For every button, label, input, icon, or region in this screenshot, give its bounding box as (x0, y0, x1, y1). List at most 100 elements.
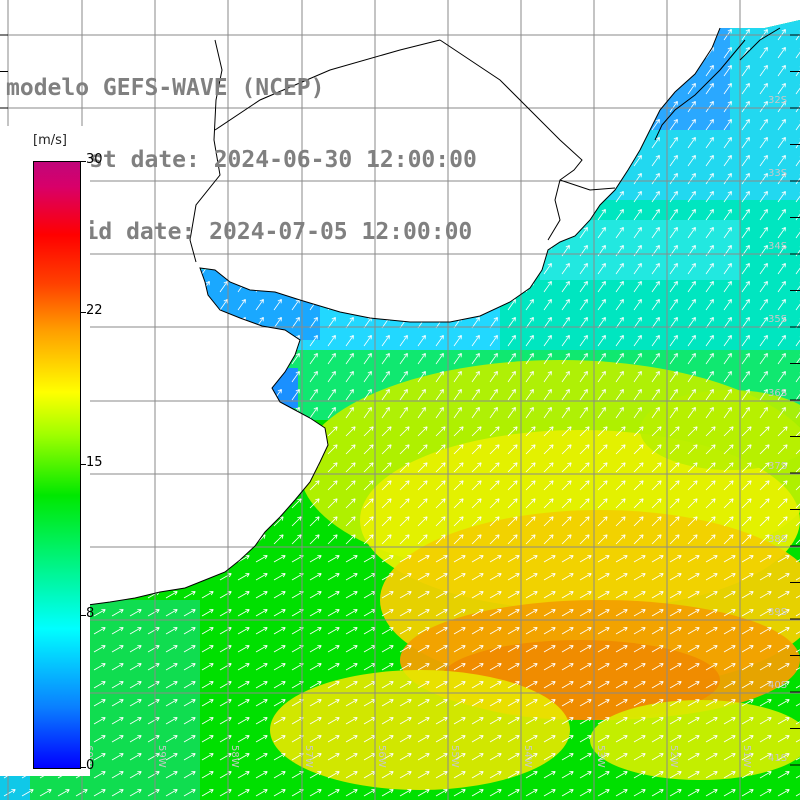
wind-arrow (507, 371, 516, 383)
wind-arrow (651, 317, 660, 329)
wind-arrow (93, 789, 106, 797)
lon-label: 55W (449, 745, 460, 768)
lon-label: 58W (229, 745, 240, 768)
wind-arrow (147, 645, 160, 653)
wind-arrow (741, 407, 750, 419)
wind-arrow (417, 353, 426, 365)
wind-arrow (723, 534, 734, 545)
wind-arrow (489, 735, 502, 743)
wind-arrow (165, 645, 178, 653)
wind-arrow (309, 663, 322, 671)
wind-arrow (525, 771, 538, 779)
wind-arrow (453, 462, 464, 473)
wind-arrow (237, 645, 250, 653)
wind-arrow (651, 263, 660, 275)
wind-arrow (795, 627, 800, 635)
wind-arrow (237, 663, 250, 671)
wind-arrow (165, 371, 174, 383)
wind-arrow (453, 771, 466, 779)
wind-arrow (597, 173, 606, 185)
wind-arrow (777, 663, 790, 671)
wind-arrow (471, 480, 482, 491)
wind-arrow (237, 573, 250, 581)
wind-arrow (759, 516, 770, 527)
wind-arrow (525, 789, 538, 797)
wind-arrow (543, 645, 556, 653)
wind-arrow (777, 573, 790, 581)
wind-arrow (471, 555, 484, 563)
wind-arrow (759, 498, 770, 509)
wind-arrow (597, 444, 608, 455)
wind-arrow (687, 426, 698, 437)
wind-arrow (651, 444, 662, 455)
wind-arrow (489, 753, 502, 761)
wind-arrow (543, 209, 552, 221)
wind-arrow (759, 789, 772, 797)
wind-arrow (741, 65, 750, 77)
wind-arrow (201, 753, 214, 761)
wind-arrow (525, 119, 534, 131)
wind-arrow (147, 317, 156, 329)
wind-arrow (453, 609, 466, 617)
wind-arrow (759, 681, 772, 689)
wind-arrow (165, 534, 176, 545)
wind-arrow (525, 627, 538, 635)
wind-arrow (669, 227, 678, 239)
wind-arrow (507, 209, 516, 221)
wind-arrow (237, 681, 250, 689)
wind-arrow (633, 227, 642, 239)
wind-arrow (165, 699, 178, 707)
wind-arrow (579, 263, 588, 275)
wind-arrow (705, 516, 716, 527)
wind-arrow (273, 627, 286, 635)
wind-arrow (615, 317, 624, 329)
wind-arrow (201, 353, 210, 365)
wind-arrow (543, 47, 552, 59)
wind-arrow (327, 444, 338, 455)
wind-arrow (777, 609, 790, 617)
wind-arrow (363, 534, 374, 545)
wind-arrow (633, 591, 646, 599)
wind-arrow (327, 317, 336, 329)
wind-arrow (129, 317, 138, 329)
wind-arrow (201, 407, 210, 419)
wind-arrow (489, 119, 498, 131)
wind-arrow (381, 663, 394, 671)
wind-arrow (471, 462, 482, 473)
wind-arrow (795, 663, 800, 671)
wind-arrow (165, 573, 178, 581)
wind-arrow (705, 173, 714, 185)
wind-arrow (705, 317, 714, 329)
wind-arrow (507, 498, 518, 509)
wind-arrow (597, 353, 606, 365)
wind-arrow (309, 573, 322, 581)
wind-arrow (453, 663, 466, 671)
wind-arrow (237, 299, 246, 311)
wind-arrow (471, 663, 484, 671)
wind-arrow (507, 516, 518, 527)
wind-arrow (201, 426, 212, 437)
wind-arrow (345, 573, 358, 581)
wind-arrow (741, 299, 750, 311)
wind-arrow (453, 789, 466, 797)
wind-arrow (687, 627, 700, 635)
wind-arrow (183, 609, 196, 617)
wind-arrow (633, 317, 642, 329)
wind-arrow (687, 317, 696, 329)
wind-arrow (615, 101, 624, 113)
wind-arrow (417, 591, 430, 599)
wind-arrow (309, 498, 320, 509)
wind-arrow (165, 498, 176, 509)
wind-arrow (651, 498, 662, 509)
wind-arrow (669, 663, 682, 671)
wind-arrow (399, 281, 408, 293)
wind-arrow (687, 480, 698, 491)
wind-arrow (21, 789, 34, 797)
wind-arrow (93, 591, 106, 599)
wind-arrow (705, 299, 714, 311)
wind-arrow (417, 735, 430, 743)
wind-arrow (129, 789, 142, 797)
wind-arrow (183, 426, 194, 437)
wind-arrow (363, 462, 374, 473)
wind-arrow (471, 335, 480, 347)
